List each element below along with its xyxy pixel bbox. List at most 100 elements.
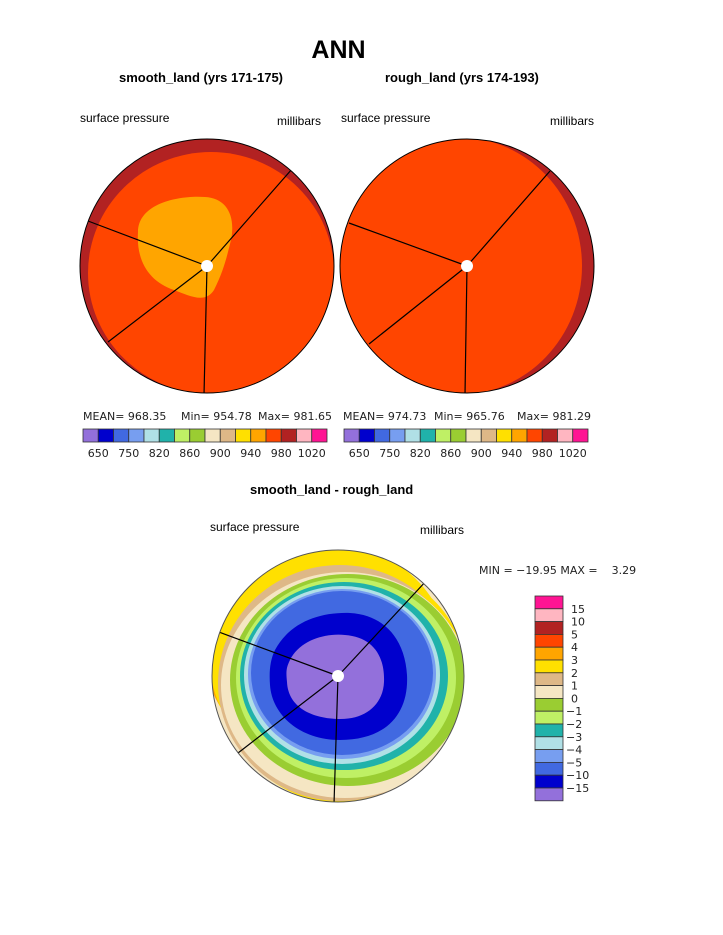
smooth-variable-label: surface pressure [80, 111, 170, 125]
colorbar-label: 900 [210, 447, 231, 460]
colorbar-label: −4 [566, 744, 582, 757]
rough-colorbar: 650 750 820 860 900 940 980 1020 [343, 428, 589, 460]
colorbar-box [435, 428, 452, 443]
colorbar-box [250, 428, 267, 443]
colorbar-label: −10 [566, 769, 589, 782]
colorbar-box [97, 428, 114, 443]
colorbar-box [534, 723, 564, 738]
colorbar-label: −3 [566, 731, 582, 744]
colorbar-box [480, 428, 497, 443]
rough-map-border [339, 138, 595, 394]
colorbar-box [534, 621, 564, 635]
colorbar-label: 860 [440, 447, 461, 460]
colorbar-box [534, 736, 564, 750]
smooth-pole-marker [201, 260, 213, 272]
colorbar-label: 5 [571, 628, 578, 641]
colorbar-box [128, 428, 145, 443]
colorbar-label: 1020 [559, 447, 587, 460]
rough-units-label: millibars [550, 114, 595, 128]
colorbar-label: 4 [571, 641, 578, 654]
colorbar-box [235, 428, 252, 443]
colorbar-label: 15 [571, 603, 585, 616]
smooth-map-border [79, 138, 335, 394]
colorbar-box [374, 428, 391, 443]
colorbar-box [534, 685, 564, 699]
colorbar-box [343, 428, 360, 443]
colorbar-box [389, 428, 406, 443]
colorbar-label: −5 [566, 756, 582, 769]
figure-title: ANN [311, 36, 366, 64]
colorbar-label: 750 [379, 447, 400, 460]
colorbar-box [280, 428, 297, 443]
colorbar-label: 0 [571, 692, 578, 705]
colorbar-box [534, 595, 564, 610]
rough-variable-label: surface pressure [341, 111, 431, 125]
colorbar-box [465, 428, 482, 443]
rough-contour-940 [340, 139, 582, 393]
diff-variable-label: surface pressure [210, 520, 300, 534]
colorbar-label: 980 [271, 447, 292, 460]
diff-pole-marker [332, 670, 344, 682]
colorbar-box [419, 428, 436, 443]
colorbar-box [296, 428, 313, 443]
colorbar-box [534, 634, 564, 648]
colorbar-box [113, 428, 130, 443]
colorbar-box [557, 428, 574, 443]
rough-mean: MEAN= 974.73 [343, 410, 427, 423]
colorbar-label: 900 [471, 447, 492, 460]
colorbar-box [534, 787, 564, 802]
smooth-colorbar: 650 750 820 860 900 940 980 1020 [82, 428, 328, 460]
colorbar-box [526, 428, 543, 443]
colorbar-label: 1 [571, 680, 578, 693]
colorbar-box [358, 428, 375, 443]
colorbar-label: 750 [118, 447, 139, 460]
rough-max: Max= 981.29 [517, 410, 591, 423]
diff-units-label: millibars [420, 523, 465, 537]
colorbar-box [534, 698, 564, 712]
colorbar-box [534, 608, 564, 622]
colorbar-label: 940 [240, 447, 261, 460]
smooth-subtitle: smooth_land (yrs 171-175) [119, 70, 284, 85]
colorbar-box [265, 428, 282, 443]
colorbar-box [204, 428, 221, 443]
colorbar-box [189, 428, 206, 443]
colorbar-label: 820 [410, 447, 431, 460]
colorbar-label: 650 [88, 447, 109, 460]
colorbar-box [534, 710, 564, 725]
colorbar-box [174, 428, 191, 443]
colorbar-box [311, 428, 328, 443]
colorbar-box [496, 428, 513, 443]
colorbar-box [534, 774, 564, 789]
colorbar-box [534, 672, 564, 686]
colorbar-label: −15 [566, 782, 589, 795]
diff-minmax: MIN = −19.95 MAX = 3.29 [479, 564, 637, 577]
colorbar-box [143, 428, 160, 443]
rough-min: Min= 965.76 [434, 410, 505, 423]
rough-subtitle: rough_land (yrs 174-193) [385, 70, 539, 85]
colorbar-box [82, 428, 99, 443]
smooth-mean: MEAN= 968.35 [83, 410, 167, 423]
colorbar-label: 980 [532, 447, 553, 460]
colorbar-label: −1 [566, 705, 582, 718]
colorbar-label: 650 [349, 447, 370, 460]
colorbar-box [511, 428, 528, 443]
colorbar-label: 940 [501, 447, 522, 460]
smooth-units-label: millibars [277, 114, 322, 128]
colorbar-box [450, 428, 467, 443]
colorbar-label: 860 [179, 447, 200, 460]
colorbar-box [404, 428, 421, 443]
colorbar-box [572, 428, 589, 443]
colorbar-box [158, 428, 175, 443]
colorbar-label: 10 [571, 616, 585, 629]
colorbar-label: 3 [571, 654, 578, 667]
colorbar-box [541, 428, 558, 443]
diff-subtitle: smooth_land - rough_land [250, 482, 414, 497]
smooth-max: Max= 981.65 [258, 410, 332, 423]
colorbar-box [534, 646, 564, 661]
colorbar-label: −2 [566, 718, 582, 731]
smooth-contour-900 [137, 196, 233, 298]
colorbar-box [534, 659, 564, 674]
smooth-min: Min= 954.78 [181, 410, 252, 423]
